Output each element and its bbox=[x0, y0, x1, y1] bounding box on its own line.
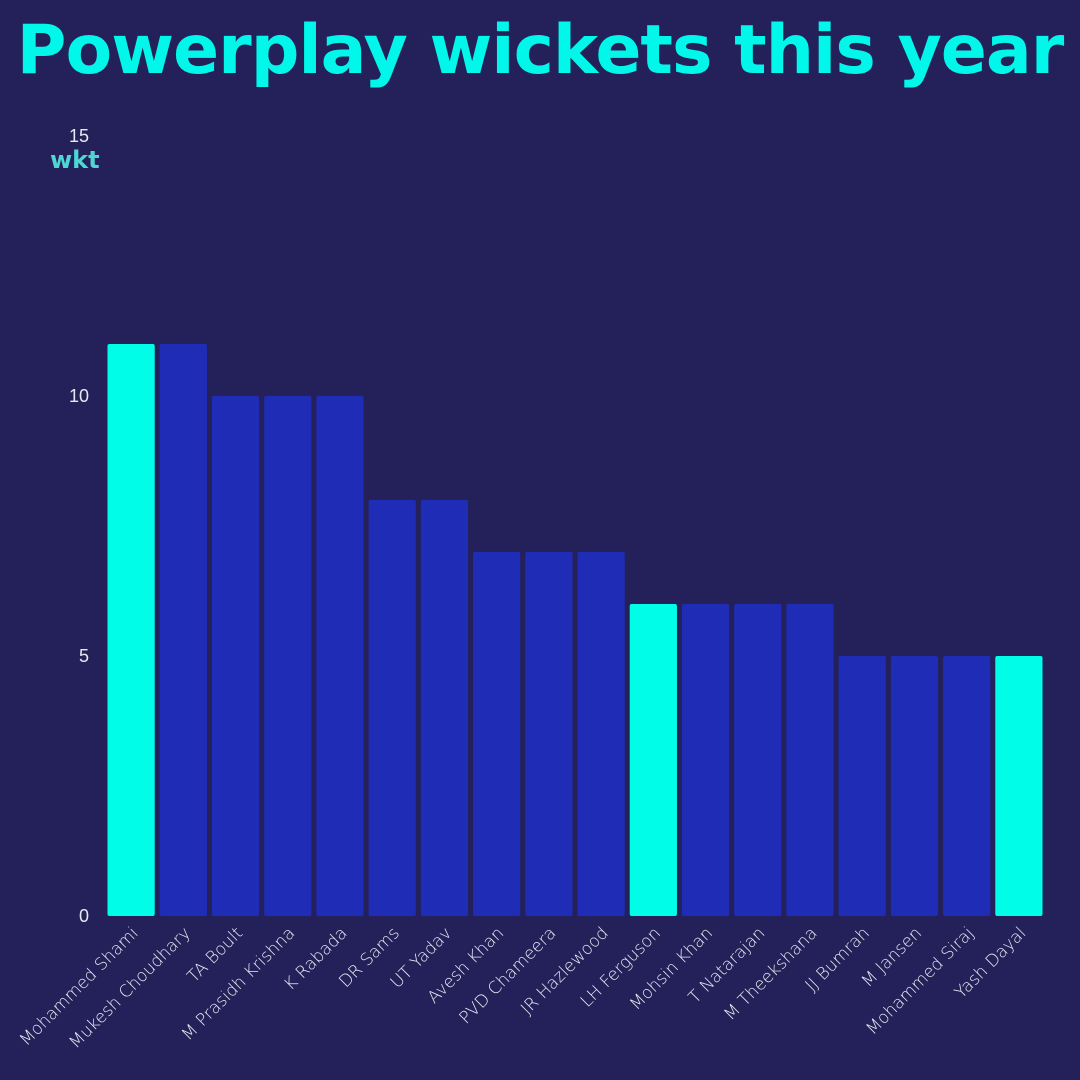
bar-m-theekshana bbox=[786, 604, 834, 916]
y-tick-label: 15 bbox=[69, 126, 89, 146]
bar-jr-hazlewood bbox=[577, 552, 625, 916]
y-tick-label: 0 bbox=[79, 906, 89, 926]
bar-mukesh-choudhary bbox=[159, 344, 207, 916]
bar-avesh-khan bbox=[473, 552, 521, 916]
bar-mohammed-siraj bbox=[943, 656, 991, 916]
y-tick-label: 5 bbox=[79, 646, 89, 666]
bar-mohammed-shami bbox=[107, 344, 155, 916]
bar-lh-ferguson bbox=[629, 604, 677, 916]
bar-pvd-chameera bbox=[525, 552, 573, 916]
bar-jj-bumrah bbox=[838, 656, 886, 916]
bar-m-jansen bbox=[890, 656, 939, 916]
chart-title: Powerplay wickets this year bbox=[16, 11, 1065, 90]
bar-k-rabada bbox=[316, 396, 364, 916]
bar-mohsin-khan bbox=[681, 604, 730, 916]
bar-dr-sams bbox=[368, 500, 416, 916]
bar-ut-yadav bbox=[420, 500, 469, 916]
bar-ta-boult bbox=[211, 396, 260, 916]
x-tick-label: M Theekshana bbox=[720, 923, 821, 1024]
bar-m-prasidh-krishna bbox=[264, 396, 312, 916]
bar-yash-dayal bbox=[995, 656, 1043, 916]
bar-t-natarajan bbox=[734, 604, 782, 916]
y-tick-label: 10 bbox=[69, 386, 89, 406]
y-axis-unit-label: wkt bbox=[50, 146, 100, 174]
